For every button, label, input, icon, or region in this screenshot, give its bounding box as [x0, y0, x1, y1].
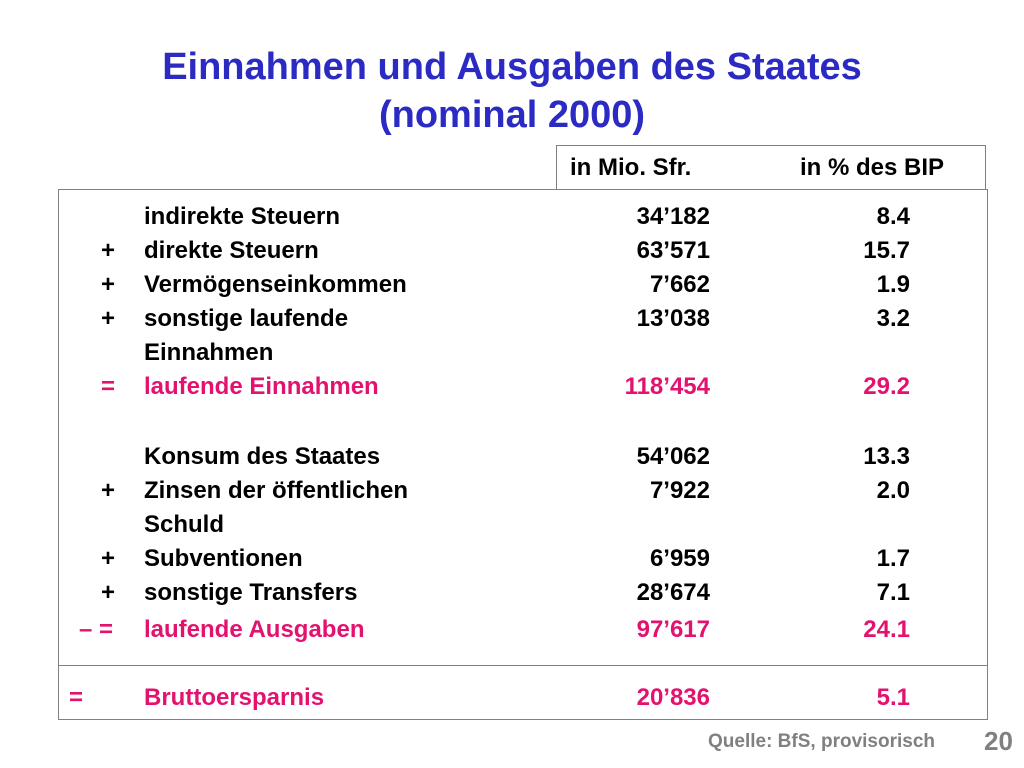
- row-label: Konsum des Staates: [144, 443, 381, 470]
- table-divider: [58, 665, 988, 666]
- table-row: indirekte Steuern 34’182 8.4: [0, 200, 1024, 234]
- operator: +: [100, 579, 115, 606]
- row-value-pct: 29.2: [863, 373, 910, 400]
- slide-title-line1: Einnahmen und Ausgaben des Staates: [162, 46, 862, 88]
- row-label: laufende Einnahmen: [144, 373, 379, 400]
- row-value-mio: 28’674: [636, 579, 710, 606]
- table-row: + Vermögenseinkommen 7’662 1.9: [0, 268, 1024, 302]
- row-value-mio: 13’038: [636, 305, 710, 332]
- row-value-pct: 1.7: [876, 545, 910, 572]
- row-label: laufende Ausgaben: [144, 616, 365, 643]
- operator: =: [68, 684, 83, 711]
- table-row-total: – = laufende Ausgaben 97’617 24.1: [0, 613, 1024, 647]
- operator: – =: [78, 616, 114, 643]
- row-value-mio: 118’454: [624, 373, 710, 400]
- operator: +: [100, 545, 115, 572]
- page-number: 20: [984, 726, 1013, 756]
- operator: +: [100, 477, 115, 504]
- table-row: Konsum des Staates 54’062 13.3: [0, 440, 1024, 474]
- row-value-pct: 7.1: [876, 579, 910, 606]
- row-value-pct: 1.9: [876, 271, 910, 298]
- row-value-pct: 3.2: [876, 305, 910, 332]
- operator: +: [100, 271, 115, 298]
- row-value-mio: 34’182: [636, 203, 710, 230]
- row-value-mio: 63’571: [636, 237, 710, 264]
- table-row-total: = laufende Einnahmen 118’454 29.2: [0, 370, 1024, 404]
- row-label: Bruttoersparnis: [144, 684, 325, 711]
- row-value-mio: 6’959: [649, 545, 710, 572]
- row-value-pct: 24.1: [863, 616, 910, 643]
- row-label: indirekte Steuern: [144, 203, 341, 230]
- row-value-mio: 7’922: [649, 477, 710, 504]
- column-header-box: [556, 145, 986, 189]
- row-value-pct: 8.4: [876, 203, 910, 230]
- table-row: + sonstige laufende 13’038 3.2: [0, 302, 1024, 336]
- operator: +: [100, 305, 115, 332]
- header-pct-bip: in % des BIP: [800, 154, 945, 181]
- row-value-pct: 2.0: [876, 477, 910, 504]
- row-value-mio: 54’062: [636, 443, 710, 470]
- table-row-result: = Bruttoersparnis 20’836 5.1: [0, 681, 1024, 715]
- header-mio-sfr: in Mio. Sfr.: [570, 154, 692, 181]
- row-label: Subventionen: [144, 545, 303, 572]
- data-table-box: [58, 189, 988, 720]
- table-row: + sonstige Transfers 28’674 7.1: [0, 576, 1024, 610]
- source-note: Quelle: BfS, provisorisch: [708, 731, 935, 752]
- row-value-mio: 97’617: [636, 616, 710, 643]
- row-label: Vermögenseinkommen: [144, 271, 407, 298]
- table-row: + Subventionen 6’959 1.7: [0, 542, 1024, 576]
- table-row-continuation: Einnahmen: [0, 336, 1024, 370]
- table-row-continuation: Schuld: [0, 508, 1024, 542]
- row-value-pct: 5.1: [876, 684, 910, 711]
- table-row: + direkte Steuern 63’571 15.7: [0, 234, 1024, 268]
- row-label: sonstige laufende: [144, 305, 349, 332]
- row-label: Schuld: [144, 511, 225, 538]
- row-value-pct: 15.7: [863, 237, 910, 264]
- row-value-mio: 7’662: [649, 271, 710, 298]
- row-label: Zinsen der öffentlichen: [144, 477, 409, 504]
- slide-title-line2: (nominal 2000): [378, 94, 646, 136]
- table-row: + Zinsen der öffentlichen 7’922 2.0: [0, 474, 1024, 508]
- operator: +: [100, 237, 115, 264]
- row-value-mio: 20’836: [636, 684, 710, 711]
- row-value-pct: 13.3: [863, 443, 910, 470]
- row-label: direkte Steuern: [144, 237, 319, 264]
- operator: =: [100, 373, 115, 400]
- row-label: sonstige Transfers: [144, 579, 358, 606]
- row-label: Einnahmen: [144, 339, 274, 366]
